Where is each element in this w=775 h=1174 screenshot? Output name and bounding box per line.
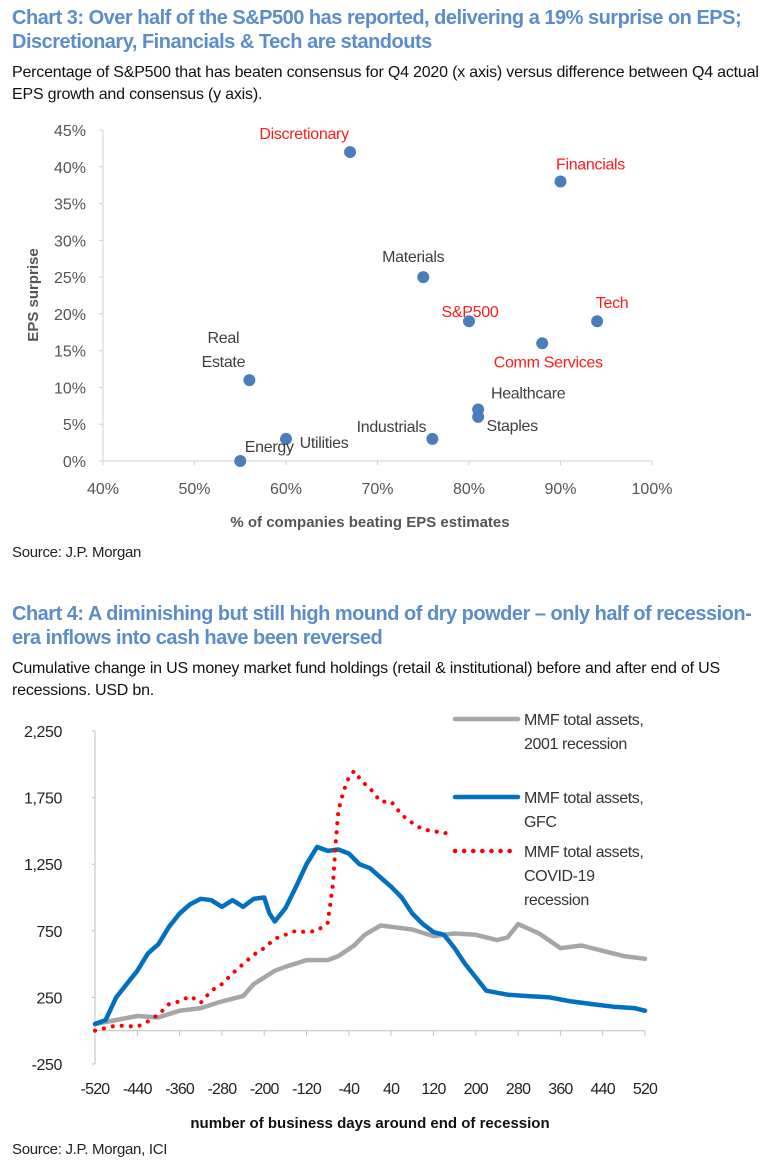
y-tick-label: 250 — [37, 990, 63, 1007]
y-tick-label: 15% — [54, 344, 86, 361]
x-tick-label: 100% — [632, 481, 673, 498]
x-tick-label: 360 — [548, 1081, 573, 1098]
y-tick-label: 20% — [54, 307, 86, 324]
data-point — [280, 432, 292, 445]
y-tick-label: 2,250 — [24, 724, 63, 741]
y-tick-label: 25% — [54, 270, 86, 287]
x-tick-label: 60% — [270, 481, 302, 498]
x-tick-label: -200 — [250, 1081, 280, 1098]
x-tick-label: 200 — [464, 1081, 489, 1098]
y-tick-label: 45% — [54, 123, 86, 140]
legend-label: MMF total assets, COVID-19 recession — [524, 844, 643, 909]
series-line — [92, 921, 648, 1027]
data-point — [472, 410, 485, 423]
point-label: Comm Services — [494, 354, 603, 371]
point-label: Energy — [245, 439, 294, 456]
x-tick-label: 90% — [544, 481, 576, 498]
point-label: Real Estate — [202, 330, 246, 371]
x-tick-label: 40% — [87, 481, 119, 498]
data-point — [536, 337, 549, 350]
data-point — [417, 271, 430, 284]
chart4-source: Source: J.P. Morgan, ICI — [12, 1141, 168, 1158]
x-tick-label: 120 — [421, 1081, 446, 1098]
data-point — [554, 175, 567, 188]
y-tick-label: -250 — [32, 1057, 63, 1074]
x-tick-label: 70% — [361, 481, 393, 498]
x-tick-label: 80% — [453, 481, 485, 498]
point-label: Utilities — [300, 435, 349, 452]
point-label: Materials — [382, 249, 445, 266]
data-point — [344, 146, 357, 159]
point-label: Staples — [487, 418, 539, 435]
series-line — [92, 844, 648, 1027]
x-tick-label: -120 — [292, 1081, 322, 1098]
chart4-title: Chart 4: A diminishing but still high mo… — [12, 603, 752, 649]
point-label: Industrials — [357, 419, 427, 436]
x-tick-label: -280 — [208, 1081, 238, 1098]
x-tick-label: 440 — [591, 1081, 616, 1098]
y-tick-label: 35% — [54, 197, 86, 214]
chart3-subtitle: Percentage of S&P500 that has beaten con… — [12, 64, 759, 103]
data-point — [463, 315, 475, 328]
legend-label: MMF total assets, GFC — [524, 790, 643, 831]
chart3-source: Source: J.P. Morgan — [12, 544, 142, 561]
x-tick-label: 280 — [506, 1081, 531, 1098]
x-tick-label: 40 — [383, 1081, 400, 1098]
x-tick-label: 520 — [633, 1081, 658, 1098]
y-tick-label: 0% — [63, 454, 86, 471]
y-tick-label: 5% — [63, 417, 86, 434]
y-tick-label: 1,250 — [24, 857, 63, 874]
point-label: Financials — [556, 156, 625, 173]
point-label: Healthcare — [491, 386, 566, 403]
x-tick-label: -520 — [81, 1081, 111, 1098]
data-point — [234, 455, 247, 467]
y-axis-title: EPS surprise — [25, 248, 42, 341]
y-tick-label: 30% — [54, 233, 86, 250]
x-axis-title: % of companies beating EPS estimates — [230, 514, 509, 531]
chart3-title: Chart 3: Over half of the S&P500 has rep… — [12, 7, 742, 53]
data-point — [243, 374, 256, 387]
x-tick-label: -40 — [338, 1081, 360, 1098]
x-tick-label: -360 — [165, 1081, 195, 1098]
x-axis-title: number of business days around end of re… — [190, 1115, 549, 1132]
x-tick-label: -440 — [123, 1081, 153, 1098]
data-point — [591, 315, 604, 328]
series-line — [93, 769, 454, 1033]
chart4-subtitle: Cumulative change in US money market fun… — [12, 660, 720, 699]
y-tick-label: 10% — [54, 380, 86, 397]
y-tick-label: 40% — [54, 160, 86, 177]
point-label: Tech — [596, 295, 629, 312]
y-tick-label: 1,750 — [24, 791, 63, 808]
x-tick-label: 50% — [178, 481, 210, 498]
y-tick-label: 750 — [37, 924, 63, 941]
legend-label: MMF total assets, 2001 recession — [524, 712, 643, 753]
point-label: Discretionary — [259, 126, 349, 143]
data-point — [426, 432, 439, 445]
point-label: S&P500 — [442, 304, 499, 321]
